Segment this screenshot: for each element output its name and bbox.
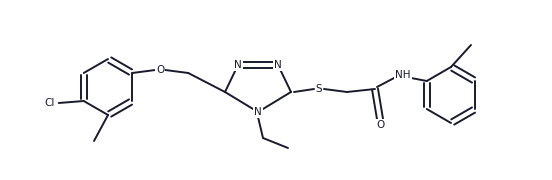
Text: NH: NH — [395, 70, 411, 80]
Text: N: N — [254, 107, 262, 117]
Text: S: S — [316, 84, 322, 94]
Text: O: O — [156, 65, 164, 75]
Text: N: N — [274, 60, 282, 70]
Text: O: O — [377, 120, 385, 130]
Text: N: N — [234, 60, 242, 70]
Text: Cl: Cl — [45, 98, 55, 108]
